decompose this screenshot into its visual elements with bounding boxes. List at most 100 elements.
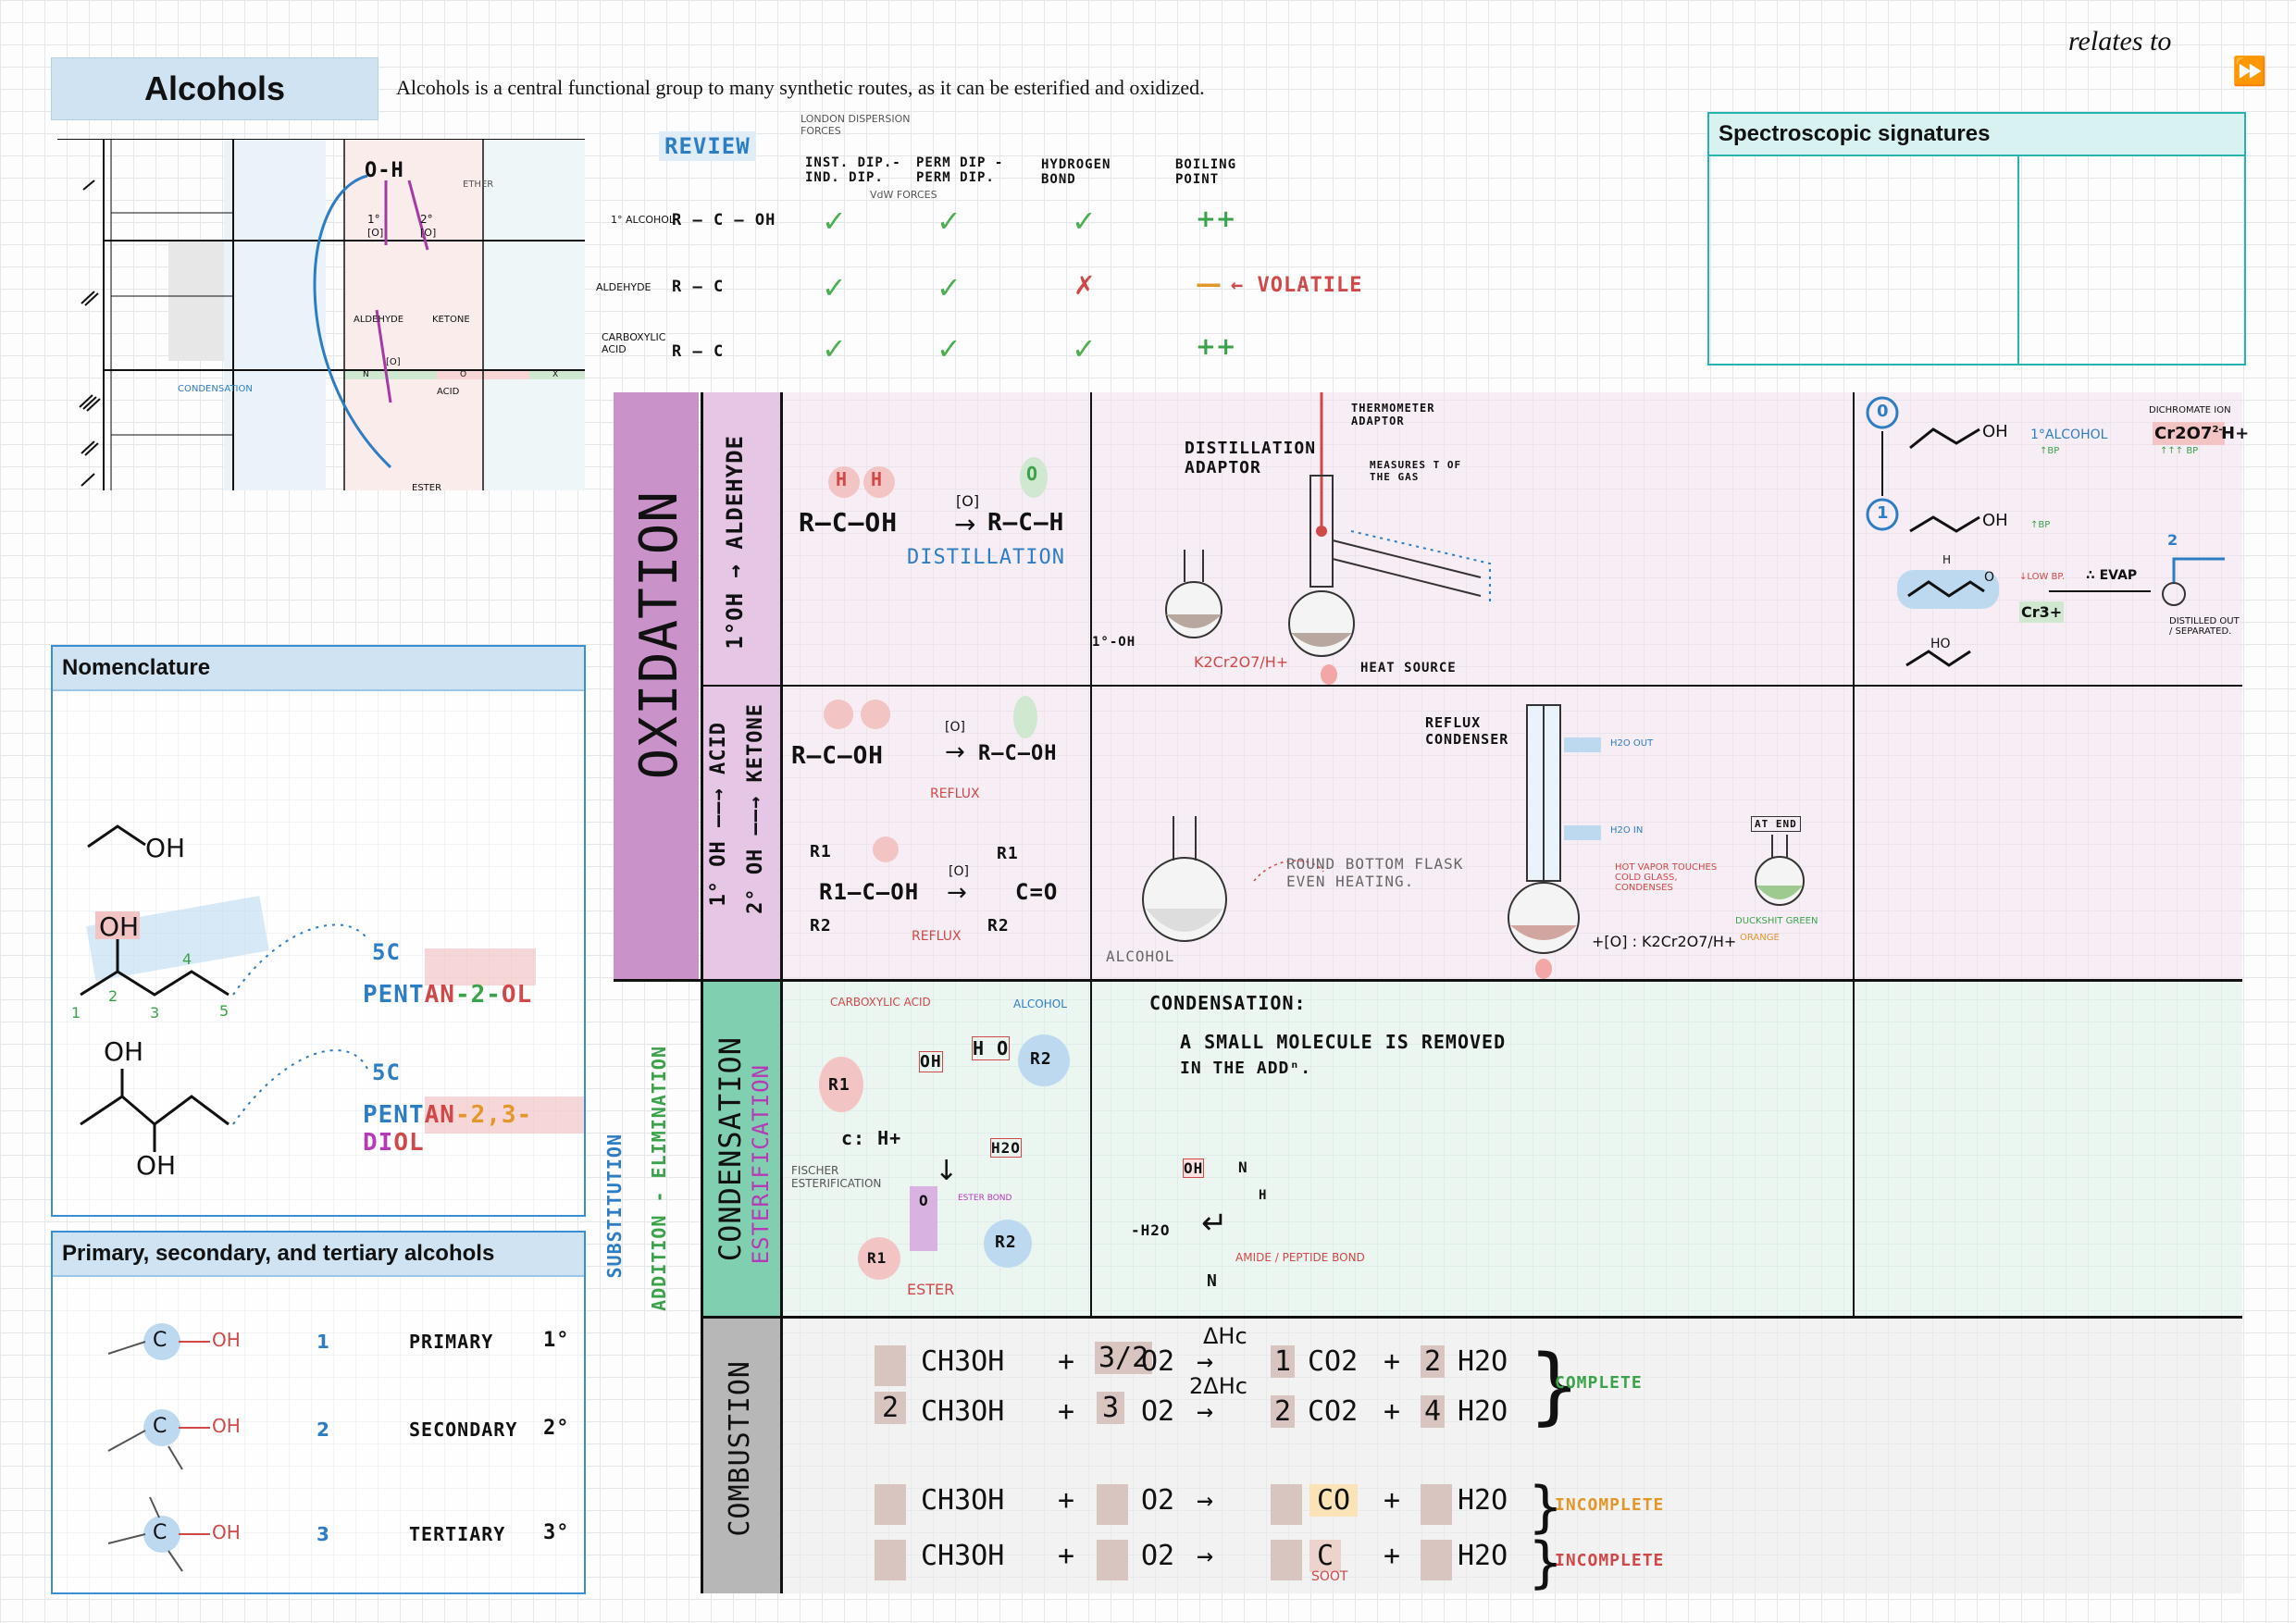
oxidation-subband <box>701 392 782 981</box>
nom-oh-3: OH <box>104 1036 144 1067</box>
coef-box <box>875 1540 906 1580</box>
minus-water-label: -H2O <box>1131 1221 1171 1239</box>
product-1: CO2 <box>1308 1345 1359 1378</box>
prod-coef-box <box>1271 1540 1302 1580</box>
check-icon: ✓ <box>1072 331 1097 366</box>
product-2: H2O <box>1458 1540 1508 1572</box>
review-label: REVIEW <box>659 131 756 161</box>
definition-line-1: A SMALL MOLECULE IS REMOVED <box>1180 1031 1507 1053</box>
hplus-label: H+ <box>2221 424 2250 443</box>
condensation-definition: CONDENSATION: A SMALL MOLECULE IS REMOVE… <box>1092 983 1853 1316</box>
carbon-num: 3 <box>150 1004 160 1022</box>
map-oh: O-H <box>365 159 404 182</box>
combustion-band <box>701 1318 782 1593</box>
arrow-icon: → <box>1197 1484 1214 1517</box>
spectro-divider <box>2017 155 2019 365</box>
map-x: X <box>552 370 559 379</box>
fast-forward-icon[interactable]: ⏩ <box>2232 56 2267 88</box>
map-acid: ACID <box>437 387 460 397</box>
esterification-label: ESTERIFICATION <box>748 1064 774 1265</box>
brace-icon: } <box>1528 1475 1564 1540</box>
map-aldehyde: ALDEHYDE <box>354 315 404 325</box>
degree-num: 2 <box>316 1419 329 1441</box>
col-hbond: HYDROGEN BOND <box>1041 157 1111 187</box>
name-an: AN <box>424 1101 455 1129</box>
substitution-label: SUBSTITUTION <box>603 1134 626 1279</box>
map-o: O <box>460 370 467 379</box>
nom-oh-4: OH <box>136 1150 177 1181</box>
alcohol-label: ALCOHOL <box>1106 948 1175 965</box>
cr2o7-charge: 2- <box>2212 425 2223 435</box>
carbon-num: 2 <box>108 987 118 1005</box>
orange-label: ORANGE <box>1740 933 1780 943</box>
carbon-label: C <box>153 1415 168 1438</box>
definition-line-2: IN THE ADDⁿ. <box>1180 1059 1312 1078</box>
nomenclature-title: Nomenclature <box>62 655 211 680</box>
r2-label: R2 <box>810 916 832 935</box>
addition-text: ADDITION - ELIMINATION <box>648 1046 670 1311</box>
arrow-icon: → <box>945 738 965 766</box>
acid-product: R—C—OH <box>978 742 1058 765</box>
row-acid-label: 1° OH ——→ ACID <box>707 722 730 907</box>
bp-low: — <box>1196 268 1222 299</box>
o-label: O <box>1984 570 1995 585</box>
col-perm-dip: PERM DIP - PERM DIP. <box>916 155 1004 185</box>
at-end-label: AT END <box>1751 816 1801 832</box>
intro-text: Alcohols is a central functional group t… <box>396 76 1205 99</box>
o2-coef-box <box>1097 1540 1128 1580</box>
nomenclature-body: OH OH OH OH 1 2 3 4 5 5C PENTAN-2-OL 5C … <box>51 689 586 1217</box>
plus-sign: + <box>1058 1540 1075 1572</box>
co2-coef: 1 <box>1271 1345 1296 1378</box>
product: R—C—H <box>987 509 1065 537</box>
plus-sign: + <box>1384 1395 1401 1428</box>
table-line <box>1090 392 1092 1318</box>
r2-label: R2 <box>1030 1049 1052 1069</box>
condensation-zone <box>782 981 2242 1318</box>
oh-label: OH <box>919 1051 943 1072</box>
brace-icon: } <box>1528 1337 1582 1434</box>
o2: O2 <box>1141 1540 1175 1572</box>
o2-coef: 3/2 <box>1095 1342 1153 1374</box>
name-ol: OL <box>501 981 533 1009</box>
plus-sign: + <box>1384 1345 1401 1378</box>
ester-bond-label: ESTER BOND <box>958 1194 1012 1203</box>
amide-label: AMIDE / PEPTIDE BOND <box>1235 1251 1365 1264</box>
degree-name: PRIMARY <box>409 1331 494 1353</box>
row-acid-label: CARBOXYLIC ACID <box>602 331 666 355</box>
col-bp: BOILING POINT <box>1175 157 1237 187</box>
arrow-icon: → <box>954 509 976 539</box>
map-ox3: [O] <box>386 357 401 367</box>
aldehyde-notes-drawing <box>1866 396 2225 667</box>
bp-label: ↑↑↑ BP <box>2160 446 2199 456</box>
distillation-drawing <box>1165 392 1491 685</box>
table-line <box>701 685 2242 687</box>
o-atom: O <box>1026 463 1039 485</box>
r1-label: R1 <box>810 842 832 861</box>
row-acid-formula: R — C <box>672 342 725 361</box>
evap-label: ∴ EVAP <box>2086 568 2138 583</box>
product-1: CO2 <box>1308 1395 1359 1428</box>
h-atom: H <box>836 468 849 490</box>
map-condensation: CONDENSATION <box>178 384 253 394</box>
reflux-label: REFLUX <box>912 929 962 944</box>
skeletal-structures <box>80 824 584 1152</box>
h-label: H <box>1259 1188 1268 1203</box>
oxidant: [O] <box>949 864 969 879</box>
cross-icon: ✗ <box>1074 270 1096 301</box>
row-ketone-label: 2° OH ——→ KETONE <box>744 703 767 914</box>
table-line <box>701 392 703 1593</box>
table-line <box>1853 392 1855 1318</box>
combustion-equations: CH3OH + 3/2 O2 → ΔHc 1 CO2 + 2 H2O 2 CH3… <box>782 1318 2242 1595</box>
reagent-label: +[O] : K2Cr2O7/H+ <box>1592 933 1737 950</box>
check-icon: ✓ <box>822 270 847 305</box>
fischer-label: FISCHER ESTERIFICATION <box>791 1164 882 1190</box>
dist-label: DISTILLATION ADAPTOR <box>1185 439 1317 477</box>
definition-title: CONDENSATION: <box>1149 992 1307 1014</box>
h2o-in-label: H2O IN <box>1610 825 1644 836</box>
name-stem: PENT <box>363 1101 425 1129</box>
green-label: DUCKSHIT GREEN <box>1735 916 1818 926</box>
iupac-name-2: PENTAN-2,3- DIOL <box>363 1101 584 1157</box>
map-ketone: KETONE <box>432 315 470 325</box>
incomplete-label: INCOMPLETE <box>1555 1551 1665 1570</box>
product-2: H2O <box>1458 1395 1508 1428</box>
